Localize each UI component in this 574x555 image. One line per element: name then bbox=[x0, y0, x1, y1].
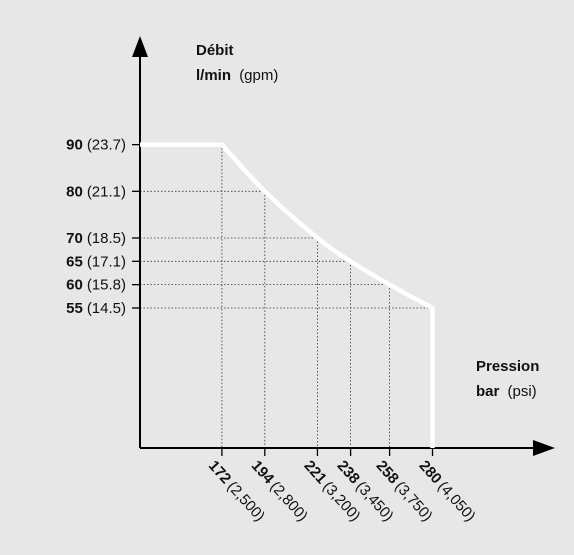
x-tick-alt: (2,500) bbox=[224, 478, 268, 525]
y-axis-unit-main: l/min bbox=[196, 67, 231, 84]
y-tick-label: 80 (21.1) bbox=[66, 183, 126, 200]
x-tick-alt: (2,800) bbox=[267, 478, 311, 525]
y-tick-alt: (17.1) bbox=[87, 253, 126, 270]
y-tick-alt: (23.7) bbox=[87, 137, 126, 154]
axis-ticks bbox=[132, 143, 434, 456]
y-tick-value: 55 bbox=[66, 300, 83, 317]
y-tick-value: 70 bbox=[66, 230, 83, 247]
flow-curve bbox=[140, 142, 435, 448]
y-tick-value: 90 bbox=[66, 137, 83, 154]
axes bbox=[132, 36, 555, 456]
y-axis-title: Débit bbox=[196, 42, 234, 59]
y-tick-label: 70 (18.5) bbox=[66, 230, 126, 247]
y-tick-label: 65 (17.1) bbox=[66, 253, 126, 270]
y-tick-alt: (15.8) bbox=[87, 277, 126, 294]
grid-lines bbox=[140, 144, 433, 448]
y-axis-title-main: Débit bbox=[196, 42, 234, 59]
y-tick-value: 65 bbox=[66, 253, 83, 270]
x-axis-unit-main: bar bbox=[476, 383, 500, 400]
y-tick-alt: (18.5) bbox=[87, 230, 126, 247]
y-tick-label: 55 (14.5) bbox=[66, 300, 126, 317]
y-tick-value: 60 bbox=[66, 277, 83, 294]
x-tick-alt: (4,050) bbox=[434, 478, 478, 525]
y-tick-alt: (21.1) bbox=[87, 183, 126, 200]
x-axis-title: Pression bbox=[476, 358, 539, 375]
y-tick-alt: (14.5) bbox=[87, 300, 126, 317]
y-axis-arrow bbox=[132, 36, 148, 57]
y-tick-label: 60 (15.8) bbox=[66, 277, 126, 294]
y-axis-unit-alt: (gpm) bbox=[239, 67, 278, 84]
y-tick-label: 90 (23.7) bbox=[66, 137, 126, 154]
x-axis-title-main: Pression bbox=[476, 358, 539, 375]
y-tick-value: 80 bbox=[66, 183, 83, 200]
x-axis-unit: bar (psi) bbox=[476, 383, 537, 400]
x-tick-alt: (3,750) bbox=[391, 478, 435, 525]
x-axis-unit-alt: (psi) bbox=[508, 383, 537, 400]
y-axis-unit: l/min (gpm) bbox=[196, 67, 278, 84]
x-axis-arrow bbox=[533, 440, 555, 456]
